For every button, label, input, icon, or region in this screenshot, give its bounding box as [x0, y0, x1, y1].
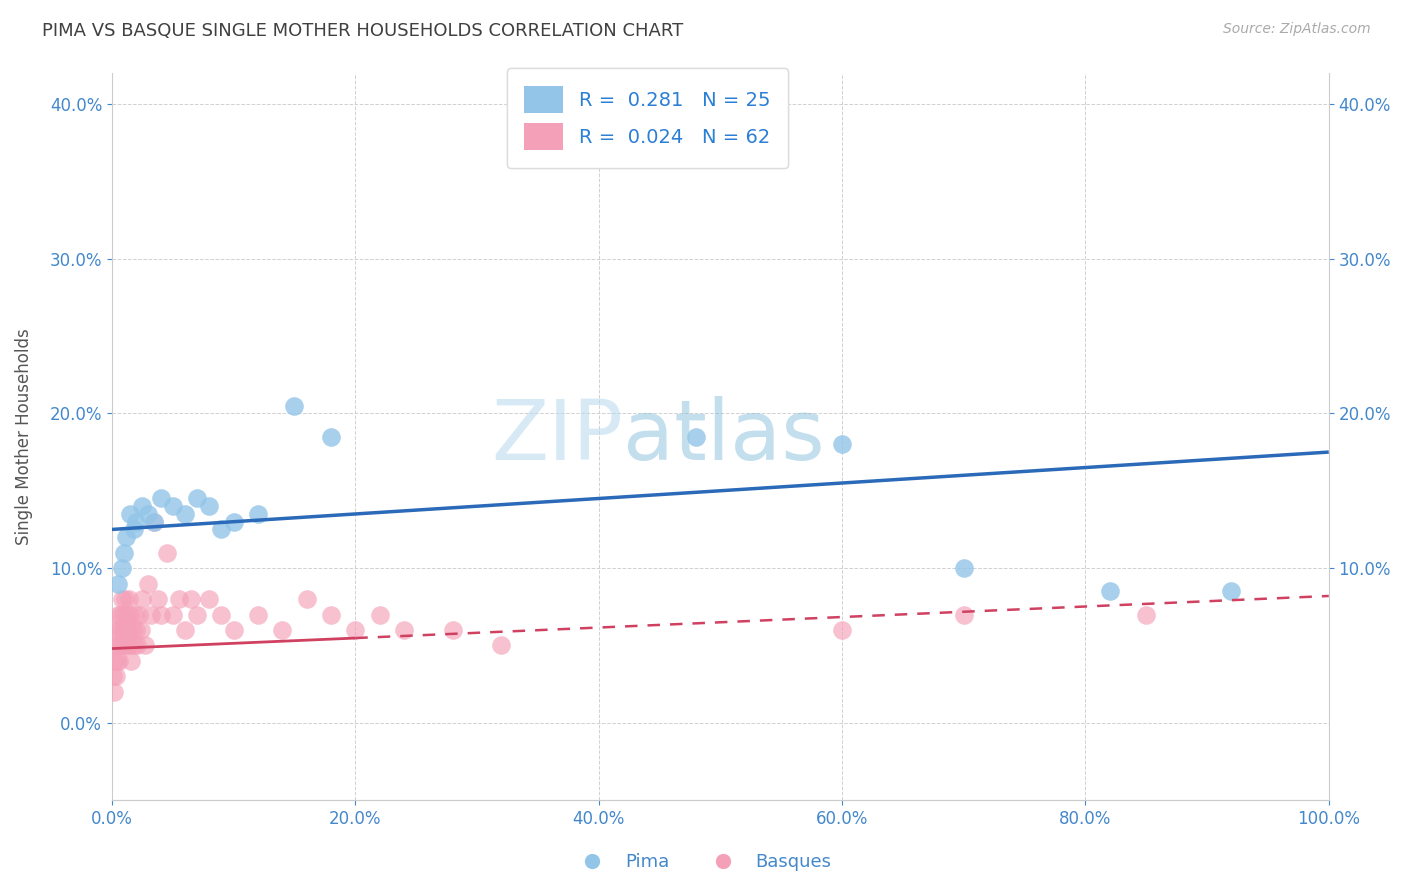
Point — [112, 623, 135, 637]
Point — [146, 592, 169, 607]
Point — [246, 607, 269, 622]
Point — [115, 530, 138, 544]
Point — [112, 546, 135, 560]
Point — [120, 507, 142, 521]
Point — [111, 607, 134, 622]
Point — [319, 429, 342, 443]
Point — [246, 507, 269, 521]
Text: ZIP: ZIP — [491, 396, 623, 477]
Point — [111, 639, 134, 653]
Point — [107, 607, 129, 622]
Point — [129, 623, 152, 637]
Point — [162, 500, 184, 514]
Point — [104, 639, 127, 653]
Point — [125, 623, 148, 637]
Point — [368, 607, 391, 622]
Point — [101, 669, 124, 683]
Point — [131, 592, 153, 607]
Point — [120, 639, 142, 653]
Legend: Pima, Basques: Pima, Basques — [567, 847, 839, 879]
Point — [198, 500, 221, 514]
Point — [103, 685, 125, 699]
Point — [222, 515, 245, 529]
Point — [180, 592, 202, 607]
Point — [156, 546, 179, 560]
Point — [222, 623, 245, 637]
Point — [491, 639, 513, 653]
Point — [115, 607, 138, 622]
Point — [111, 592, 134, 607]
Point — [103, 654, 125, 668]
Point — [138, 576, 160, 591]
Point — [107, 576, 129, 591]
Point — [283, 399, 305, 413]
Point — [441, 623, 464, 637]
Point — [174, 623, 197, 637]
Point — [120, 607, 142, 622]
Point — [295, 592, 318, 607]
Legend: R =  0.281   N = 25, R =  0.024   N = 62: R = 0.281 N = 25, R = 0.024 N = 62 — [506, 68, 787, 168]
Point — [1098, 584, 1121, 599]
Text: Source: ZipAtlas.com: Source: ZipAtlas.com — [1223, 22, 1371, 37]
Point — [107, 639, 129, 653]
Point — [167, 592, 190, 607]
Point — [108, 654, 131, 668]
Point — [271, 623, 294, 637]
Point — [149, 491, 172, 506]
Point — [143, 515, 166, 529]
Point — [319, 607, 342, 622]
Point — [122, 523, 145, 537]
Point — [110, 607, 132, 622]
Point — [127, 639, 149, 653]
Point — [110, 639, 132, 653]
Point — [105, 623, 128, 637]
Point — [174, 507, 197, 521]
Point — [831, 437, 853, 451]
Point — [118, 592, 141, 607]
Point — [685, 429, 707, 443]
Point — [186, 607, 208, 622]
Point — [143, 515, 166, 529]
Point — [392, 623, 415, 637]
Point — [162, 607, 184, 622]
Point — [831, 623, 853, 637]
Point — [121, 623, 143, 637]
Text: PIMA VS BASQUE SINGLE MOTHER HOUSEHOLDS CORRELATION CHART: PIMA VS BASQUE SINGLE MOTHER HOUSEHOLDS … — [42, 22, 683, 40]
Point — [125, 515, 148, 529]
Point — [344, 623, 367, 637]
Y-axis label: Single Mother Households: Single Mother Households — [15, 328, 32, 545]
Point — [198, 592, 221, 607]
Point — [108, 623, 131, 637]
Point — [139, 607, 162, 622]
Point — [952, 607, 974, 622]
Point — [209, 607, 232, 622]
Point — [128, 607, 150, 622]
Point — [131, 500, 153, 514]
Point — [120, 654, 142, 668]
Point — [117, 623, 139, 637]
Point — [149, 607, 172, 622]
Point — [111, 623, 134, 637]
Point — [112, 639, 135, 653]
Point — [1220, 584, 1243, 599]
Point — [134, 639, 156, 653]
Point — [114, 592, 136, 607]
Point — [122, 639, 145, 653]
Point — [117, 639, 139, 653]
Point — [111, 561, 134, 575]
Point — [105, 654, 128, 668]
Point — [104, 669, 127, 683]
Point — [138, 507, 160, 521]
Text: atlas: atlas — [623, 396, 825, 477]
Point — [186, 491, 208, 506]
Point — [1135, 607, 1157, 622]
Point — [124, 607, 146, 622]
Point — [952, 561, 974, 575]
Point — [209, 523, 232, 537]
